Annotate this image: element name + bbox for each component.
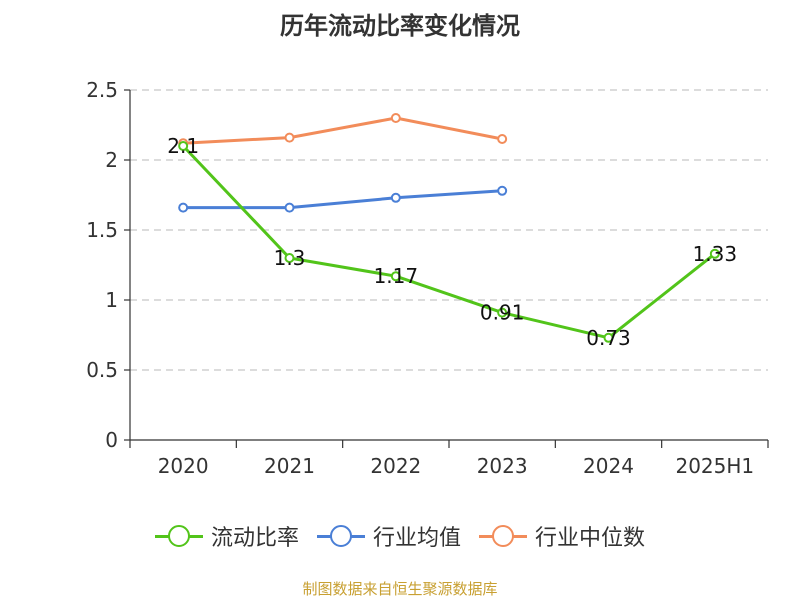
data-point xyxy=(709,248,720,259)
data-point xyxy=(603,332,614,343)
data-label: 1.33 xyxy=(693,242,738,266)
legend-marker-icon xyxy=(154,524,203,548)
x-tick-label: 2025H1 xyxy=(675,454,754,478)
y-tick-label: 0.5 xyxy=(86,358,118,382)
data-point xyxy=(497,134,508,144)
legend-item-industry-average[interactable]: 行业均值 xyxy=(316,520,461,552)
data-point xyxy=(178,202,189,213)
data-point xyxy=(284,253,295,263)
data-label: 0.91 xyxy=(480,301,525,325)
source-note: 制图数据来自恒生聚源数据库 xyxy=(302,580,498,598)
data-label: 0.73 xyxy=(586,326,631,350)
legend-item-current-ratio[interactable]: 流动比率 xyxy=(154,520,299,552)
y-tick-label: 2 xyxy=(105,148,118,172)
series-line xyxy=(183,189,503,210)
y-tick-label: 1.5 xyxy=(86,218,118,242)
series-line xyxy=(183,116,503,145)
data-point xyxy=(284,132,295,143)
data-label: 1.17 xyxy=(374,264,419,288)
x-tick-label: 2020 xyxy=(158,454,209,478)
x-tick-label: 2021 xyxy=(264,454,315,478)
legend-marker-icon xyxy=(479,524,527,548)
legend-label: 行业中位数 xyxy=(535,526,646,551)
y-tick-label: 0 xyxy=(105,428,118,452)
data-point xyxy=(390,192,401,203)
legend-marker-icon xyxy=(316,524,365,548)
data-label: 2.1 xyxy=(167,134,199,158)
data-point xyxy=(497,185,508,196)
x-tick-label: 2024 xyxy=(583,454,634,478)
y-tick-label: 1 xyxy=(105,288,118,312)
data-point xyxy=(497,307,508,318)
series-line xyxy=(182,144,716,340)
data-point xyxy=(390,271,401,282)
y-tick-label: 2.5 xyxy=(86,78,118,102)
legend-item-industry-median[interactable]: 行业中位数 xyxy=(479,520,645,552)
data-point xyxy=(284,202,295,213)
chart-legend: 流动比率 行业均值 行业中位数 xyxy=(0,520,800,552)
x-tick-label: 2022 xyxy=(370,454,421,478)
data-point xyxy=(390,113,401,123)
legend-label: 流动比率 xyxy=(210,526,299,551)
legend-label: 行业均值 xyxy=(372,526,461,551)
chart-title: 历年流动比率变化情况 xyxy=(280,12,520,40)
data-point xyxy=(178,141,189,151)
data-label: 1.3 xyxy=(274,246,306,270)
x-tick-label: 2023 xyxy=(477,454,528,478)
